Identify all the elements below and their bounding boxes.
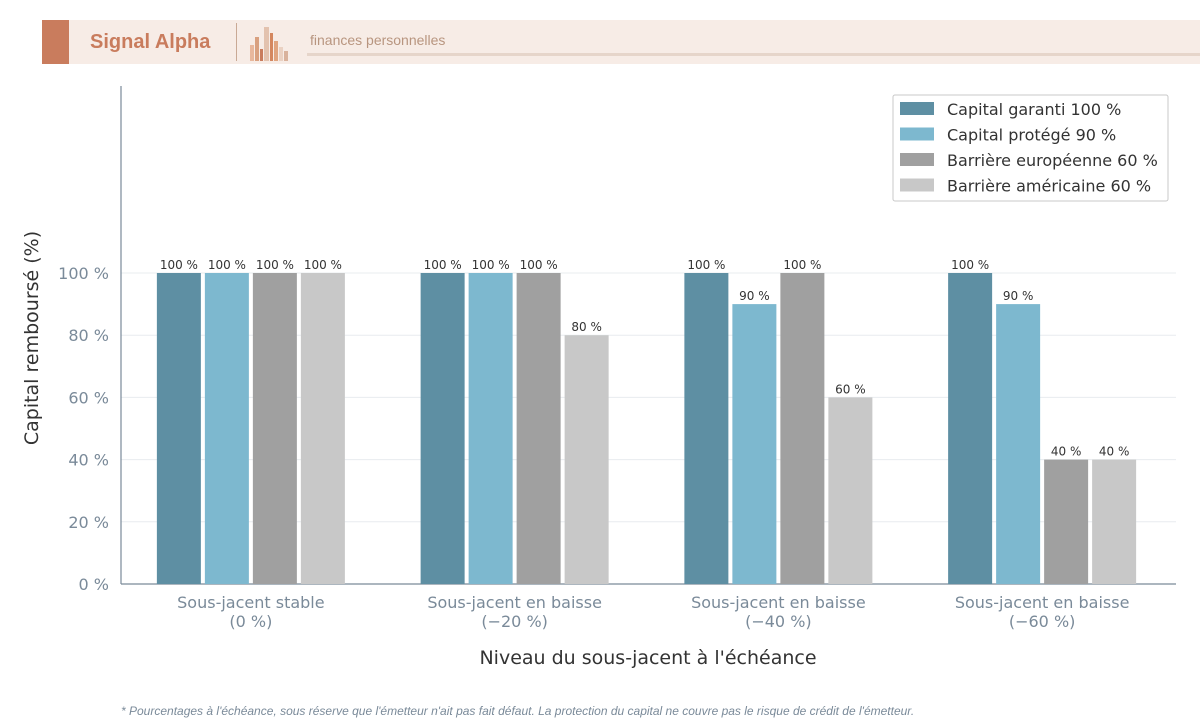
y-tick-label: 0 % [79,575,109,594]
x-axis-title: Niveau du sous-jacent à l'échéance [479,647,816,669]
brand-name: Signal Alpha [90,31,211,53]
bar-value-label: 40 % [1051,445,1082,459]
bar-value-label: 60 % [835,382,866,396]
bar [828,397,873,584]
x-tick-label: Sous-jacent en baisse [691,593,866,612]
bar-value-label: 90 % [1003,289,1034,303]
bar-value-label: 100 % [208,258,246,272]
bar [1044,459,1089,584]
bar [996,304,1041,584]
legend-label: Capital garanti 100 % [947,100,1121,119]
bar-value-label: 100 % [304,258,342,272]
y-tick-label: 80 % [68,326,109,345]
bar [516,273,561,584]
bar [252,273,297,584]
y-tick-label: 60 % [68,388,109,407]
bar-value-label: 100 % [472,258,510,272]
bar-value-label: 100 % [424,258,462,272]
bar [420,273,465,584]
bar-value-label: 100 % [783,258,821,272]
bar [468,273,513,584]
header-rule [307,53,1200,56]
y-tick-label: 40 % [68,451,109,470]
bar [948,273,993,584]
legend-label: Barrière européenne 60 % [947,151,1158,170]
legend-label: Capital protégé 90 % [947,126,1116,145]
x-tick-label: (−20 %) [481,612,548,631]
bar-value-label: 40 % [1099,445,1130,459]
bar [780,273,825,584]
legend-swatch [900,178,934,192]
bar-value-label: 100 % [256,258,294,272]
x-tick-label: (0 %) [229,612,272,631]
bar-value-label: 90 % [739,289,770,303]
header-divider [236,23,237,61]
bar-value-label: 100 % [160,258,198,272]
bar-value-label: 100 % [687,258,725,272]
y-tick-label: 20 % [68,513,109,532]
legend-swatch [900,127,934,141]
bar [684,273,729,584]
bar [1092,459,1137,584]
footnote: * Pourcentages à l'échéance, sous réserv… [121,704,915,718]
bar-chart: 0 % 20 % 40 % 60 % 80 % 100 % 100 % 100 % 100 % 1… [21,86,1176,669]
legend-box [892,94,1169,202]
bar-chart-logo-icon [250,27,288,61]
y-tick-label: 100 % [58,264,109,283]
x-tick-label: (−60 %) [1009,612,1076,631]
bar [732,304,777,584]
bar-value-label: 80 % [571,320,602,334]
bar [300,273,345,584]
header-accent-block [42,20,69,64]
bar [156,273,201,584]
x-tick-label: Sous-jacent en baisse [955,593,1130,612]
legend-swatch [900,102,934,115]
legend-label: Barrière américaine 60 % [947,177,1151,196]
bar [564,335,609,584]
x-tick-label: Sous-jacent stable [177,593,324,612]
legend-swatch [900,153,934,166]
x-tick-label: Sous-jacent en baisse [427,593,602,612]
x-tick-label: (−40 %) [745,612,812,631]
header-tagline: finances personnelles [310,32,446,48]
y-axis-title: Capital remboursé (%) [21,231,43,445]
bar-value-label: 100 % [951,258,989,272]
bar-value-label: 100 % [520,258,558,272]
bar [204,273,249,584]
header-banner: Signal Alpha finances personnelles [42,20,1200,64]
